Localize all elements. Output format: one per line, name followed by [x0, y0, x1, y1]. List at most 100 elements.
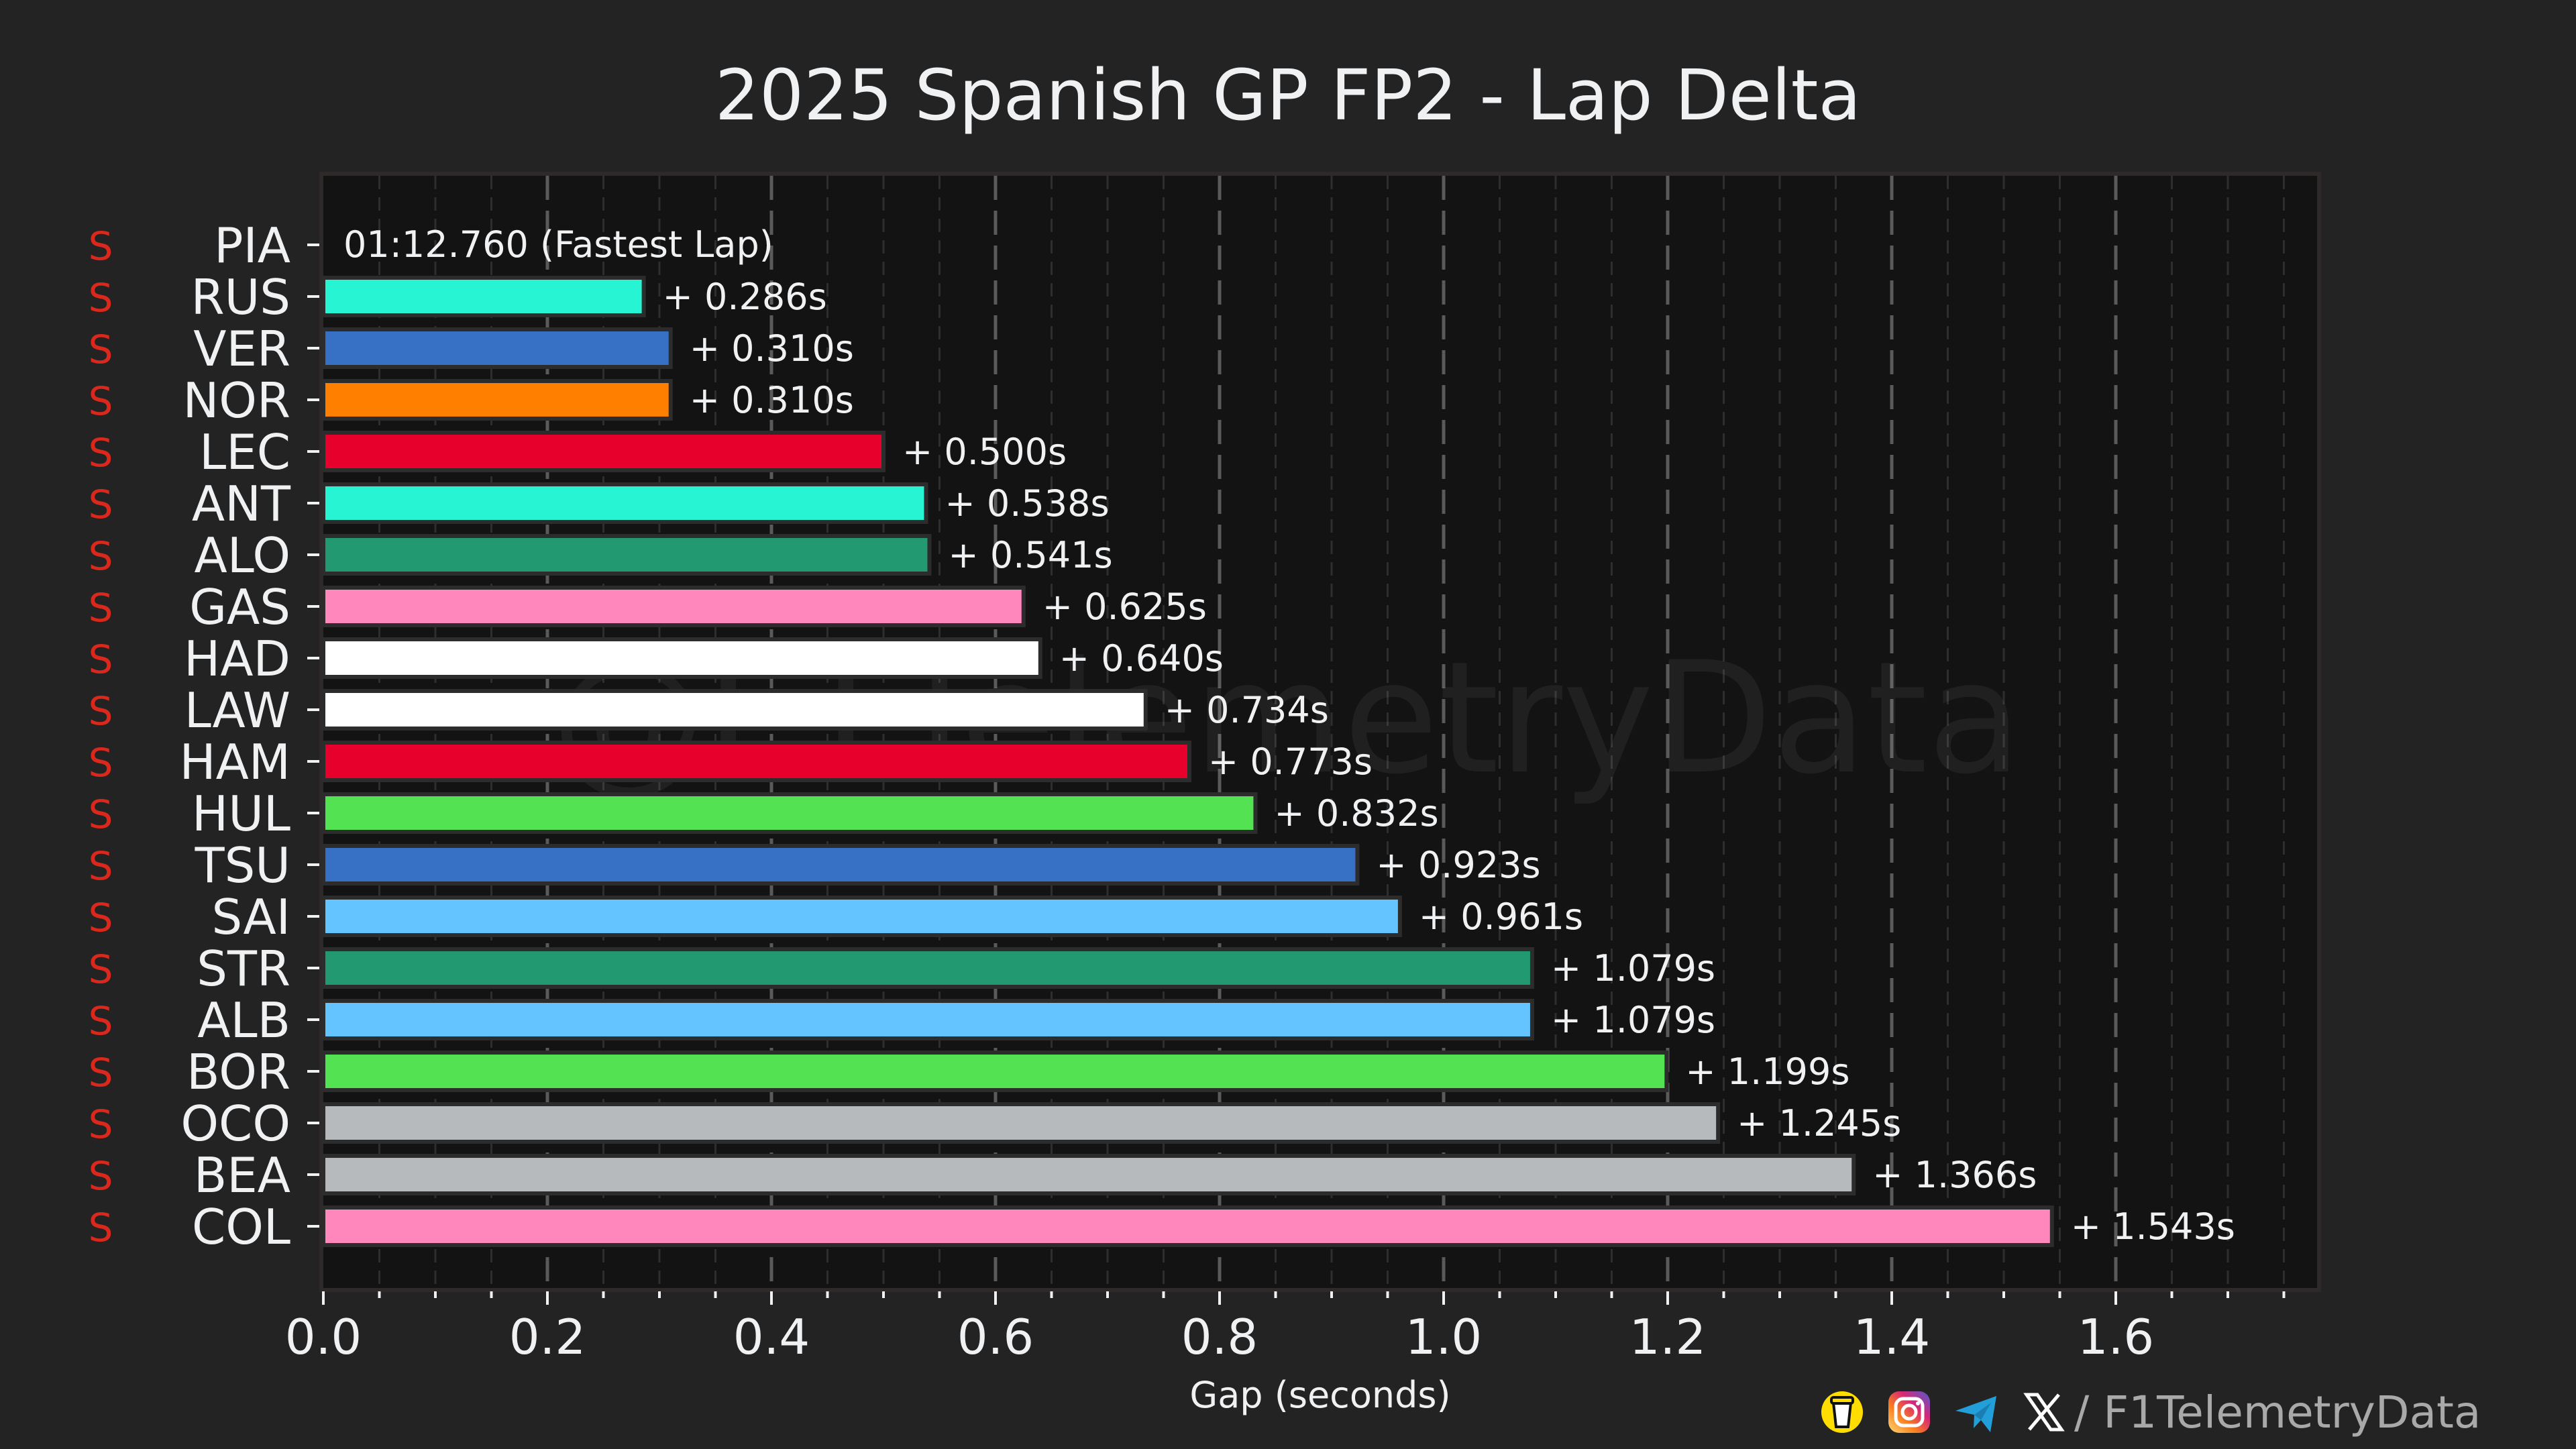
driver-label: HAM — [179, 734, 290, 790]
bar-nor — [321, 379, 673, 421]
bar-sai — [321, 896, 1402, 937]
x-tick-label: 1.2 — [1629, 1309, 1707, 1365]
bar-ham — [321, 741, 1191, 782]
value-label: + 1.199s — [1685, 1051, 1849, 1093]
value-label: + 0.961s — [1419, 896, 1583, 938]
driver-label: LEC — [199, 424, 290, 480]
footer: / F1TelemetryData — [1821, 1387, 2481, 1438]
y-axis: S PIA S RUS S VER S NOR S LEC S ANT S ALO S GAS S HAD S LAW… — [89, 217, 319, 1255]
bars: + 0.286s + 0.310s + 0.310s + 0.500s + 0.538s… — [321, 276, 2235, 1248]
driver-label: VER — [193, 321, 290, 377]
bar-alb — [321, 999, 1534, 1040]
buy-me-a-coffee-icon[interactable] — [1821, 1391, 1863, 1433]
driver-label: GAS — [189, 579, 290, 635]
driver-label: BEA — [194, 1147, 290, 1203]
bar-law — [321, 689, 1148, 731]
x-tick-label: 0.2 — [509, 1309, 586, 1365]
tyre-compound-label: S — [89, 482, 113, 527]
tyre-compound-label: S — [89, 533, 113, 579]
value-label: + 0.310s — [690, 327, 854, 370]
instagram-icon[interactable] — [1888, 1391, 1930, 1433]
driver-label: OCO — [180, 1095, 290, 1152]
fastest-lap-label: 01:12.760 (Fastest Lap) — [343, 223, 773, 266]
value-label: + 0.500s — [902, 431, 1067, 473]
bar-bor — [321, 1051, 1669, 1092]
driver-label: COL — [192, 1199, 290, 1255]
value-label: + 0.734s — [1165, 689, 1329, 731]
value-label: + 0.541s — [948, 534, 1112, 576]
social-handle[interactable]: / F1TelemetryData — [2074, 1387, 2481, 1438]
x-tick-label: 0.6 — [957, 1309, 1034, 1365]
tyre-compound-label: S — [89, 223, 113, 269]
value-label: + 0.640s — [1059, 637, 1224, 680]
tyre-compound-label: S — [89, 327, 113, 372]
tyre-compound-label: S — [89, 688, 113, 734]
bar-bea — [321, 1154, 1856, 1195]
bar-hul — [321, 792, 1258, 834]
bar-oco — [321, 1102, 1721, 1144]
value-label: + 0.310s — [690, 379, 854, 421]
telegram-icon[interactable] — [1955, 1396, 1996, 1432]
driver-label: HUL — [192, 786, 290, 842]
bar-tsu — [321, 844, 1360, 885]
tyre-compound-label: S — [89, 998, 113, 1044]
tyre-compound-label: S — [89, 1205, 113, 1250]
tyre-compound-label: S — [89, 637, 113, 682]
driver-label: HAD — [184, 631, 290, 687]
tyre-compound-label: S — [89, 1050, 113, 1095]
tyre-compound-label: S — [89, 430, 113, 476]
driver-label: ANT — [192, 476, 291, 532]
value-label: + 0.773s — [1208, 741, 1373, 783]
tyre-compound-label: S — [89, 947, 113, 992]
bar-ant — [321, 482, 928, 524]
driver-label: RUS — [191, 269, 290, 325]
value-label: + 1.079s — [1551, 947, 1715, 989]
tyre-compound-label: S — [89, 585, 113, 631]
value-label: + 0.923s — [1376, 844, 1540, 886]
tyre-compound-label: S — [89, 843, 113, 889]
driver-label: ALO — [195, 527, 290, 584]
bar-alo — [321, 534, 932, 576]
driver-label: BOR — [186, 1044, 290, 1100]
x-tick-label: 0.4 — [733, 1309, 810, 1365]
value-label: + 1.245s — [1737, 1102, 1901, 1144]
x-axis-label: Gap (seconds) — [1189, 1374, 1450, 1416]
x-tick-label: 0.0 — [285, 1309, 362, 1365]
driver-label: ALB — [197, 992, 290, 1049]
x-icon[interactable] — [2023, 1393, 2065, 1432]
driver-label: SAI — [211, 889, 290, 945]
bar-col — [321, 1205, 2054, 1247]
driver-label: STR — [197, 941, 290, 997]
value-label: + 1.543s — [2071, 1205, 2235, 1248]
bar-ver — [321, 327, 673, 369]
plot-area: @F1TelemetryData + 0.286s+ 0.310s+ 0.310… — [319, 172, 2321, 1292]
tyre-compound-label: S — [89, 275, 113, 321]
driver-label: PIA — [214, 217, 290, 274]
bar-had — [321, 637, 1042, 679]
value-label: + 0.832s — [1274, 792, 1438, 835]
x-axis: 0.0 0.2 0.4 0.6 0.8 1.0 1.2 1.4 1.6 — [285, 1291, 2286, 1365]
x-tick-label: 1.0 — [1405, 1309, 1483, 1365]
bar-rus — [321, 276, 646, 317]
x-tick-label: 1.4 — [1854, 1309, 1931, 1365]
bar-lec — [321, 431, 885, 472]
chart-title: 2025 Spanish GP FP2 - Lap Delta — [715, 54, 1861, 136]
driver-label: LAW — [184, 682, 290, 739]
tyre-compound-label: S — [89, 1153, 113, 1199]
tyre-compound-label: S — [89, 740, 113, 786]
value-label: + 1.366s — [1872, 1154, 2037, 1196]
bar-str — [321, 947, 1534, 989]
value-label: + 0.286s — [663, 276, 827, 318]
driver-label: TSU — [195, 837, 290, 894]
tyre-compound-label: S — [89, 378, 113, 424]
tyre-compound-label: S — [89, 1102, 113, 1147]
tyre-compound-label: S — [89, 792, 113, 837]
value-label: + 1.079s — [1551, 999, 1715, 1041]
value-label: + 0.625s — [1042, 586, 1207, 628]
driver-label: NOR — [182, 372, 290, 429]
value-label: + 0.538s — [945, 482, 1109, 525]
bar-gas — [321, 586, 1026, 627]
tyre-compound-label: S — [89, 895, 113, 941]
x-tick-label: 1.6 — [2078, 1309, 2155, 1365]
